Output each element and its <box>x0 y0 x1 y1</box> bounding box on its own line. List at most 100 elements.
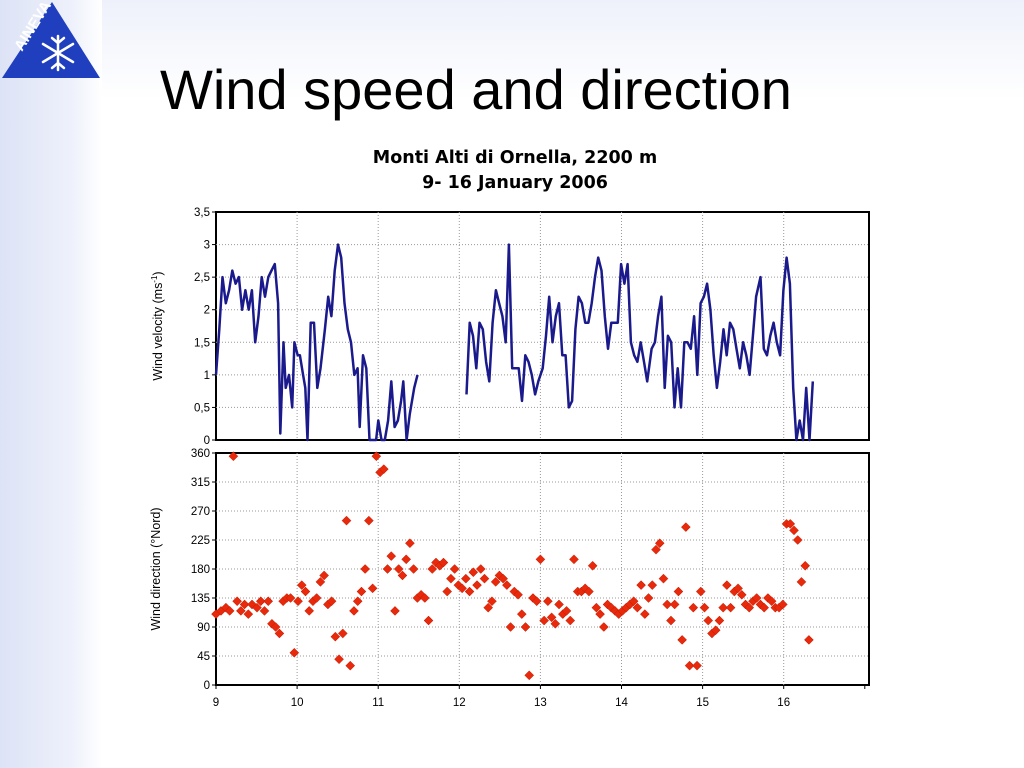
wind-direction-point <box>789 525 799 536</box>
wind-direction-point <box>666 615 676 626</box>
wind-direction-point <box>677 635 687 645</box>
wind-direction-point <box>714 615 725 626</box>
x-tick-label: 9 <box>213 697 219 709</box>
wind-direction-point <box>628 596 639 607</box>
direction-y-tick-label: 225 <box>191 535 210 547</box>
wind-direction-point <box>647 580 658 590</box>
wind-direction-point <box>699 602 710 613</box>
wind-direction-point <box>516 609 527 619</box>
wind-direction-point <box>546 612 557 623</box>
wind-direction-point <box>520 622 531 632</box>
slide-title: Wind speed and direction <box>160 58 792 121</box>
wind-direction-point <box>371 451 382 462</box>
wind-direction-point <box>304 606 315 616</box>
x-tick-label: 11 <box>372 697 384 709</box>
wind-direction-point <box>345 660 356 671</box>
x-tick-label: 15 <box>696 697 709 709</box>
wind-direction-point <box>401 554 412 565</box>
wind-direction-point <box>733 583 743 594</box>
velocity-y-tick-label: 1,5 <box>194 337 210 349</box>
wind-direction-point <box>337 628 348 639</box>
wind-direction-point <box>285 593 296 603</box>
wind-direction-point <box>561 606 572 616</box>
wind-direction-point <box>777 599 788 610</box>
wind-direction-point <box>751 593 762 603</box>
snowflake-icon <box>41 34 75 72</box>
wind-direction-point <box>364 515 374 526</box>
wind-direction-point <box>270 622 281 632</box>
wind-direction-point <box>419 593 430 603</box>
wind-direction-point <box>535 554 546 565</box>
wind-direction-point <box>695 586 706 597</box>
wind-direction-point <box>643 593 654 603</box>
wind-direction-point <box>725 602 736 613</box>
wind-direction-point <box>505 622 516 632</box>
wind-direction-point <box>483 602 494 613</box>
wind-direction-point <box>744 602 755 613</box>
direction-y-tick-label: 180 <box>191 564 210 576</box>
wind-direction-point <box>587 560 598 571</box>
wind-direction-point <box>531 596 542 607</box>
wind-direction-point <box>662 599 673 610</box>
direction-y-tick-label: 270 <box>191 506 210 518</box>
wind-direction-point <box>804 635 814 645</box>
wind-direction-point <box>584 586 594 597</box>
top-background-band <box>102 0 1024 100</box>
wind-direction-point <box>423 615 434 626</box>
wind-direction-point <box>565 615 576 626</box>
wind-direction-point <box>460 573 471 584</box>
wind-direction-point <box>464 586 475 597</box>
velocity-y-tick-label: 1 <box>204 370 210 382</box>
wind-direction-point <box>669 599 680 610</box>
wind-velocity-series-line <box>465 243 815 442</box>
wind-direction-point <box>718 602 728 613</box>
wind-direction-point <box>639 609 650 619</box>
wind-direction-point <box>356 586 367 597</box>
logo-triangle <box>2 2 100 78</box>
wind-direction-point <box>688 602 699 613</box>
aineva-logo: AINEVA <box>2 0 100 78</box>
wind-direction-point <box>382 564 393 574</box>
wind-direction-point <box>378 464 389 474</box>
x-tick-label: 12 <box>453 697 466 709</box>
wind-direction-point <box>475 564 486 574</box>
velocity-y-tick-label: 0 <box>204 435 210 447</box>
wind-direction-point <box>759 602 770 613</box>
wind-direction-point <box>296 580 307 590</box>
wind-direction-point <box>550 618 561 629</box>
wind-direction-point <box>457 583 467 594</box>
wind-direction-point <box>722 580 732 590</box>
velocity-y-tick-label: 2,5 <box>194 272 210 284</box>
wind-direction-point <box>367 583 378 594</box>
wind-direction-point <box>330 631 341 642</box>
wind-direction-point <box>243 609 254 619</box>
wind-direction-point <box>658 573 669 584</box>
wind-direction-point <box>390 606 400 616</box>
wind-direction-point <box>800 560 811 571</box>
chart-title: Monti Alti di Ornella, 2200 m <box>372 148 658 168</box>
x-tick-label: 14 <box>615 697 628 709</box>
wind-direction-point <box>487 596 497 607</box>
wind-direction-point <box>632 602 643 613</box>
wind-direction-point <box>334 654 344 665</box>
wind-direction-point <box>360 564 371 574</box>
x-tick-label: 13 <box>534 697 547 709</box>
wind-direction-point <box>502 580 512 590</box>
wind-direction-point <box>684 660 695 671</box>
wind-direction-point <box>442 586 453 597</box>
wind-direction-point <box>232 596 242 607</box>
wind-direction-point <box>524 670 535 681</box>
direction-y-tick-label: 315 <box>191 477 210 489</box>
wind-direction-point <box>352 596 363 607</box>
wind-direction-point <box>598 622 609 632</box>
direction-y-tick-label: 0 <box>204 680 210 692</box>
wind-direction-point <box>300 586 311 597</box>
wind-direction-point <box>490 577 501 587</box>
wind-direction-point <box>326 596 337 607</box>
wind-direction-point <box>692 660 702 671</box>
chart-title-block: Monti Alti di Ornella, 2200 m 9- 16 Janu… <box>300 146 730 196</box>
velocity-y-tick-label: 3 <box>204 240 210 252</box>
wind-velocity-series-line <box>214 243 419 442</box>
wind-direction-point <box>252 602 262 613</box>
wind-direction-point <box>792 535 803 545</box>
